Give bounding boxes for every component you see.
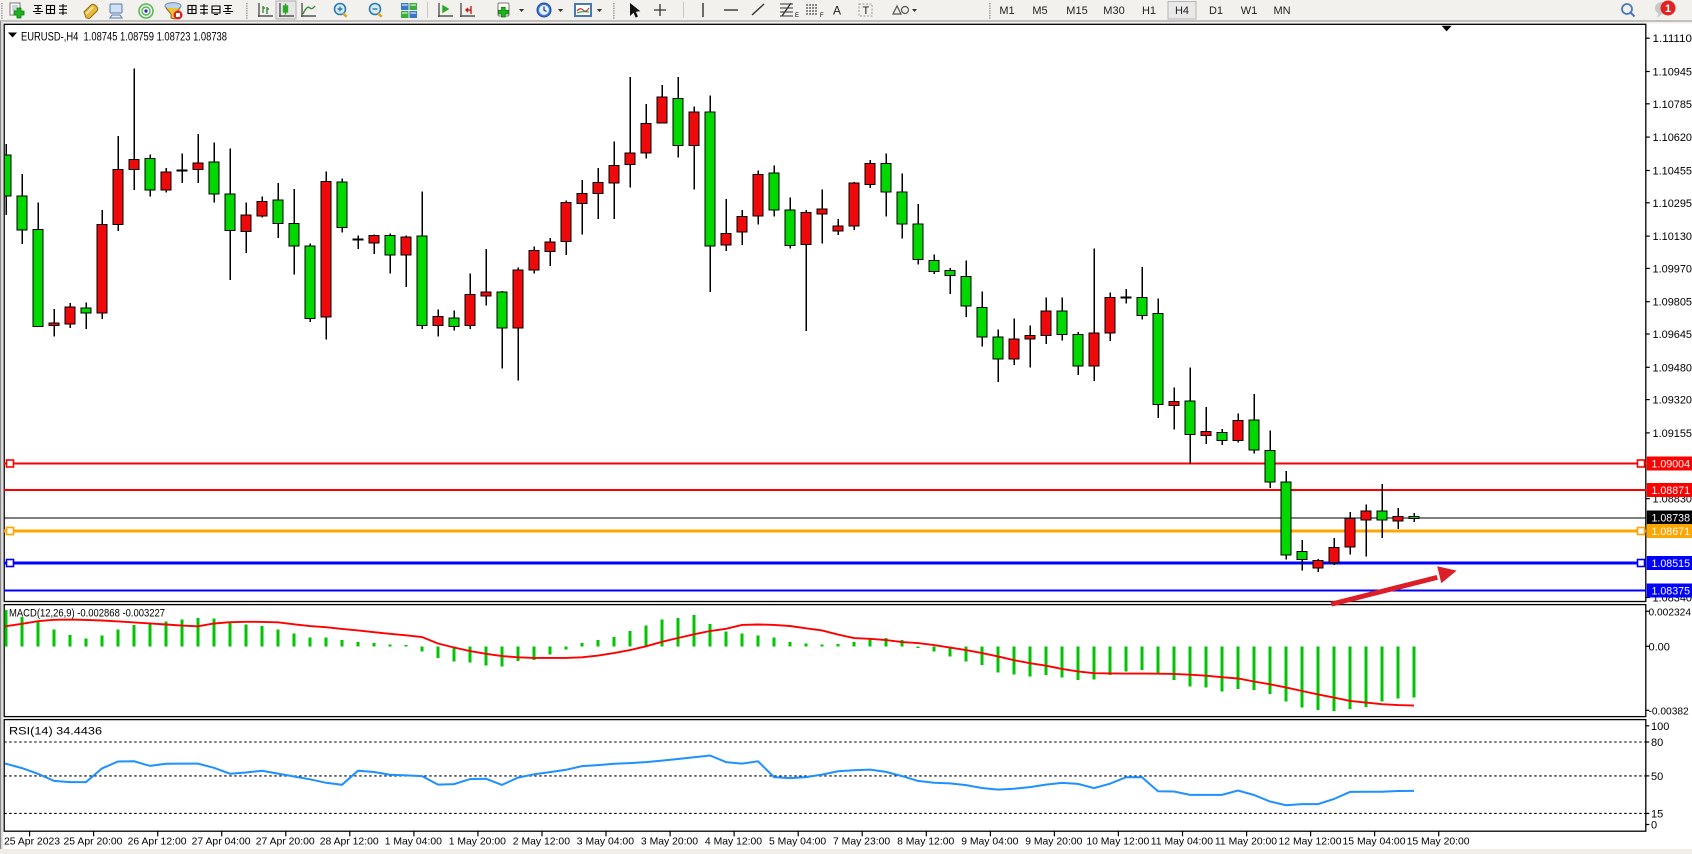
svg-text:1.08671: 1.08671 — [1652, 526, 1691, 538]
svg-text:10 May 12:00: 10 May 12:00 — [1086, 837, 1149, 848]
svg-text:11 May 04:00: 11 May 04:00 — [1151, 837, 1213, 848]
svg-text:0.00: 0.00 — [1649, 641, 1670, 653]
svg-text:7 May 23:00: 7 May 23:00 — [833, 837, 890, 848]
svg-text:M1: M1 — [999, 5, 1014, 17]
svg-text:1.10945: 1.10945 — [1653, 67, 1692, 79]
svg-text:26 Apr 12:00: 26 Apr 12:00 — [128, 837, 187, 848]
svg-text:2 May 12:00: 2 May 12:00 — [513, 837, 570, 848]
svg-text:1 May 04:00: 1 May 04:00 — [385, 837, 442, 848]
svg-text:RSI(14) 34.4436: RSI(14) 34.4436 — [9, 726, 102, 738]
svg-text:W1: W1 — [1241, 5, 1258, 17]
svg-text:15 May 04:00: 15 May 04:00 — [1343, 837, 1406, 848]
svg-text:4 May 12:00: 4 May 12:00 — [705, 837, 762, 848]
svg-text:15: 15 — [1651, 808, 1663, 820]
svg-text:1.10455: 1.10455 — [1653, 166, 1692, 178]
svg-text:1.09805: 1.09805 — [1653, 297, 1692, 309]
svg-text:1.08738: 1.08738 — [1652, 513, 1691, 525]
svg-text:1.09155: 1.09155 — [1653, 428, 1692, 440]
svg-text:H1: H1 — [1142, 5, 1156, 17]
svg-text:5 May 04:00: 5 May 04:00 — [769, 837, 826, 848]
svg-text:80: 80 — [1651, 737, 1663, 749]
svg-text:1.09480: 1.09480 — [1653, 362, 1692, 374]
svg-text:MACD(12,26,9) -0.002868 -0.003: MACD(12,26,9) -0.002868 -0.003227 — [9, 608, 165, 620]
svg-text:1.10295: 1.10295 — [1653, 198, 1692, 210]
svg-text:12 May 12:00: 12 May 12:00 — [1279, 837, 1342, 848]
svg-text:9 May 04:00: 9 May 04:00 — [961, 837, 1018, 848]
svg-text:MN: MN — [1273, 5, 1290, 17]
svg-text:M5: M5 — [1032, 5, 1047, 17]
svg-text:11 May 20:00: 11 May 20:00 — [1215, 837, 1277, 848]
svg-text:15 May 20:00: 15 May 20:00 — [1407, 837, 1470, 848]
svg-text:A: A — [833, 4, 841, 18]
svg-text:27 Apr 04:00: 27 Apr 04:00 — [192, 837, 251, 848]
svg-text:28 Apr 12:00: 28 Apr 12:00 — [320, 837, 379, 848]
svg-text:1 May 20:00: 1 May 20:00 — [449, 837, 506, 848]
svg-text:1.10620: 1.10620 — [1653, 132, 1692, 144]
svg-text:9 May 20:00: 9 May 20:00 — [1025, 837, 1082, 848]
svg-text:D1: D1 — [1209, 5, 1223, 17]
svg-text:EURUSD-,H4 1.08745 1.08759 1.: EURUSD-,H4 1.08745 1.08759 1.08723 1.087… — [21, 30, 227, 44]
svg-text:1.09970: 1.09970 — [1653, 263, 1692, 275]
svg-text:3 May 04:00: 3 May 04:00 — [577, 837, 634, 848]
svg-text:100: 100 — [1651, 721, 1669, 733]
svg-text:1.08375: 1.08375 — [1652, 586, 1691, 598]
svg-text:1.11110: 1.11110 — [1653, 33, 1692, 45]
svg-text:H4: H4 — [1175, 5, 1189, 17]
svg-text:M30: M30 — [1103, 5, 1124, 17]
svg-text:50: 50 — [1651, 771, 1663, 783]
svg-text:3 May 20:00: 3 May 20:00 — [641, 837, 698, 848]
svg-text:0: 0 — [1651, 820, 1657, 832]
svg-text:1.09645: 1.09645 — [1653, 329, 1692, 341]
svg-text:1.08871: 1.08871 — [1652, 485, 1691, 497]
svg-text:1.08515: 1.08515 — [1652, 558, 1691, 570]
svg-text:0.002324: 0.002324 — [1649, 607, 1692, 618]
svg-text:M15: M15 — [1066, 5, 1087, 17]
svg-text:1.09320: 1.09320 — [1653, 395, 1692, 407]
svg-text:-0.00382: -0.00382 — [1649, 706, 1690, 717]
svg-text:1: 1 — [1665, 3, 1671, 15]
svg-text:F: F — [820, 13, 824, 19]
svg-text:25 Apr 2023: 25 Apr 2023 — [4, 837, 60, 848]
svg-text:25 Apr 20:00: 25 Apr 20:00 — [64, 837, 123, 848]
svg-text:27 Apr 20:00: 27 Apr 20:00 — [256, 837, 315, 848]
svg-text:1.10130: 1.10130 — [1653, 231, 1692, 243]
svg-text:1.10785: 1.10785 — [1653, 99, 1692, 111]
svg-text:E: E — [795, 13, 799, 19]
svg-text:1.09004: 1.09004 — [1652, 459, 1691, 471]
svg-text:8 May 12:00: 8 May 12:00 — [897, 837, 954, 848]
svg-text:T: T — [863, 5, 870, 17]
